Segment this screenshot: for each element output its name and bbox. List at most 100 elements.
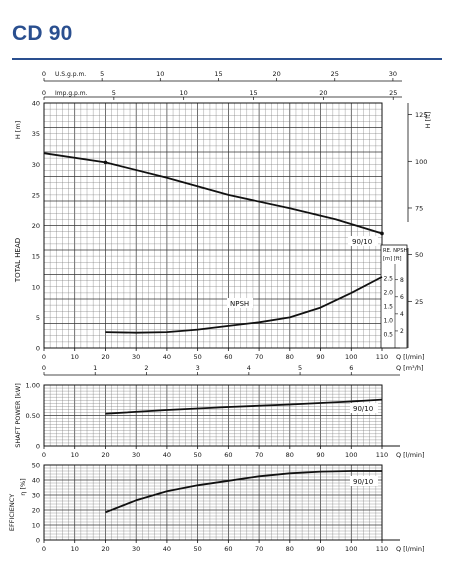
npsh-axis-units: [m] [ft] xyxy=(383,256,402,262)
efficiency-y-tick-label: 50 xyxy=(32,462,40,470)
efficiency-x-tick-label: 60 xyxy=(224,545,232,553)
efficiency-y-tick-label: 40 xyxy=(32,477,40,485)
head-y-tick-label: 10 xyxy=(32,283,40,291)
m3h-tick-label: 6 xyxy=(349,364,353,372)
power-x-tick-label: 20 xyxy=(101,451,109,459)
m3h-tick-label: 3 xyxy=(196,364,200,372)
power-x-tick-label: 30 xyxy=(132,451,140,459)
ft-lower-tick-label: 50 xyxy=(415,251,423,259)
head-curve-90-10 xyxy=(43,152,383,235)
impgpm-tick-label: 0 xyxy=(42,89,46,97)
npsh-m-tick-label: 2.0 xyxy=(383,289,393,296)
power-x-tick-label: 80 xyxy=(286,451,294,459)
npsh-m-tick-label: 2.5 xyxy=(383,275,393,282)
head-y-tick-label: 40 xyxy=(32,100,40,108)
head-y-tick-label: 35 xyxy=(32,130,40,138)
label-bg xyxy=(227,298,253,308)
efficiency-x-tick-label: 70 xyxy=(255,545,263,553)
efficiency-x-tick-label: 80 xyxy=(286,545,294,553)
head-series-label: 90/10 xyxy=(352,238,372,246)
efficiency-x-tick-label: 30 xyxy=(132,545,140,553)
power-x-tick-label: 100 xyxy=(345,451,357,459)
title-divider xyxy=(12,58,442,60)
shaft-power-label: SHAFT POWER [kW] xyxy=(14,383,22,448)
efficiency-x-tick-label: 0 xyxy=(42,545,46,553)
npsh-m-tick-label: 0.5 xyxy=(383,331,393,338)
efficiency-y-tick-label: 0 xyxy=(36,537,40,545)
m3h-axis-label: Q [m³/h] xyxy=(396,364,424,372)
efficiency-series-label: 90/10 xyxy=(353,478,373,486)
ft-tick-label: 75 xyxy=(415,204,423,212)
usgpm-tick-label: 25 xyxy=(331,70,339,78)
head-x-tick-label: 70 xyxy=(255,353,263,361)
efficiency-label: EFFICIENCY xyxy=(8,494,16,531)
head-x-tick-label: 0 xyxy=(42,353,46,361)
npsh-ft-tick-label: 2 xyxy=(400,328,404,335)
npsh-curve xyxy=(105,276,383,334)
power-x-tick-label: 110 xyxy=(376,451,388,459)
power-x-tick-label: 0 xyxy=(42,451,46,459)
npsh-ft-tick-label: 4 xyxy=(400,311,404,318)
efficiency-x-tick-label: 40 xyxy=(163,545,171,553)
npsh-series-label: NPSH xyxy=(230,300,249,308)
head-y-axis-label: H [m] xyxy=(14,121,22,139)
efficiency-curve-90-10 xyxy=(105,470,382,514)
head-x-tick-label: 60 xyxy=(224,353,232,361)
power-y-tick-label: 1.00 xyxy=(26,382,40,390)
power-series-label: 90/10 xyxy=(353,405,373,413)
impgpm-tick-label: 15 xyxy=(249,89,257,97)
head-curve-marker xyxy=(380,231,384,236)
label-bg xyxy=(350,403,378,413)
usgpm-tick-label: 5 xyxy=(100,70,104,78)
head-x-axis-label: Q [l/min] xyxy=(396,353,425,361)
head-x-tick-label: 100 xyxy=(345,353,357,361)
head-x-tick-label: 30 xyxy=(132,353,140,361)
power-x-tick-label: 40 xyxy=(163,451,171,459)
usgpm-tick-label: 20 xyxy=(272,70,280,78)
label-bg xyxy=(348,236,378,246)
impgpm-tick-label: 5 xyxy=(112,89,116,97)
efficiency-chart-frame xyxy=(43,464,383,541)
usgpm-axis-label: U.S.g.p.m. xyxy=(55,71,86,78)
label-bg xyxy=(350,476,378,486)
efficiency-x-tick-label: 90 xyxy=(316,545,324,553)
ft-lower-tick-label: 25 xyxy=(415,298,423,306)
efficiency-y-tick-label: 30 xyxy=(32,492,40,500)
ft-tick-label: 100 xyxy=(415,158,427,166)
ft-tick-label: 125 xyxy=(415,111,427,119)
page-title: CD 90 xyxy=(12,22,73,45)
efficiency-x-tick-label: 110 xyxy=(376,545,388,553)
efficiency-x-tick-label: 10 xyxy=(71,545,79,553)
total-head-label: TOTAL HEAD xyxy=(14,238,22,283)
m3h-tick-label: 1 xyxy=(93,364,97,372)
impgpm-tick-label: 25 xyxy=(389,89,397,97)
power-x-tick-label: 90 xyxy=(316,451,324,459)
npsh-axis-title: RE. NPSH xyxy=(383,248,407,254)
head-x-tick-label: 40 xyxy=(163,353,171,361)
head-x-tick-label: 10 xyxy=(71,353,79,361)
head-x-tick-label: 80 xyxy=(286,353,294,361)
head-x-tick-label: 110 xyxy=(376,353,388,361)
npsh-scale-box xyxy=(380,244,408,349)
efficiency-y-tick-label: 20 xyxy=(32,507,40,515)
usgpm-tick-label: 0 xyxy=(42,70,46,78)
power-x-tick-label: 60 xyxy=(224,451,232,459)
head-y-tick-label: 0 xyxy=(36,345,40,353)
head-y-tick-label: 5 xyxy=(36,314,40,322)
power-x-tick-label: 50 xyxy=(193,451,201,459)
impgpm-tick-label: 20 xyxy=(319,89,327,97)
impgpm-tick-label: 10 xyxy=(180,89,188,97)
m3h-tick-label: 5 xyxy=(298,364,302,372)
m3h-tick-label: 2 xyxy=(144,364,148,372)
efficiency-x-axis-label: Q [l/min] xyxy=(396,545,425,553)
npsh-ft-tick-label: 6 xyxy=(400,294,404,301)
head-y-tick-label: 20 xyxy=(32,222,40,230)
efficiency-y-tick-label: 10 xyxy=(32,522,40,530)
efficiency-unit-label: η [%] xyxy=(19,478,27,495)
efficiency-x-tick-label: 100 xyxy=(345,545,357,553)
efficiency-x-tick-label: 50 xyxy=(193,545,201,553)
npsh-m-tick-label: 1.5 xyxy=(383,303,393,310)
npsh-ft-tick-label: 8 xyxy=(400,277,404,284)
usgpm-tick-label: 30 xyxy=(389,70,397,78)
